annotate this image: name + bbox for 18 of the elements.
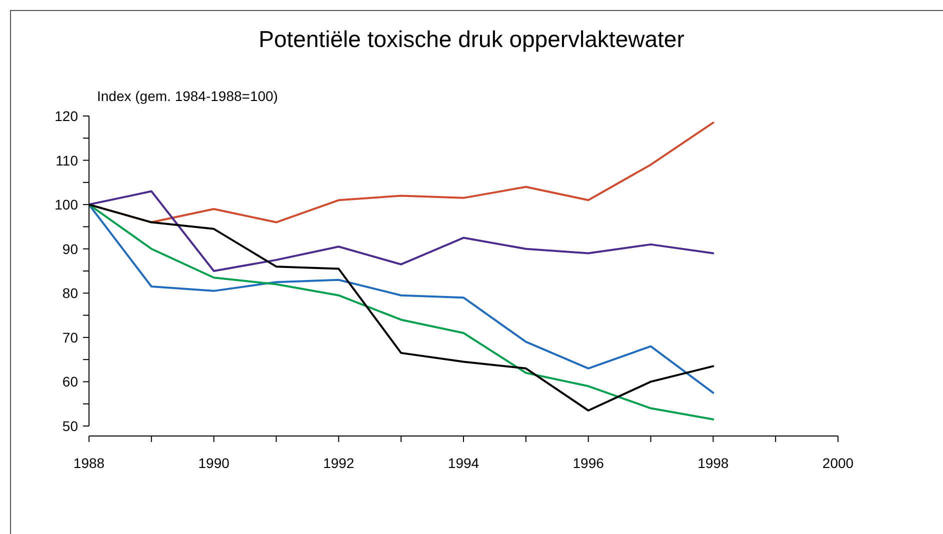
x-tick-label: 1992 [323, 454, 354, 471]
y-tick-label: 50 [62, 418, 78, 434]
y-axis-title: Index (gem. 1984-1988=100) [97, 88, 278, 104]
x-tick-label: 1998 [698, 454, 729, 471]
x-tick-label: 1990 [198, 454, 230, 471]
y-tick-label: 110 [56, 152, 78, 168]
chart-title: Potentiële toxische druk oppervlaktewater [258, 26, 686, 53]
y-tick-label: 80 [62, 285, 78, 302]
line-series [89, 190, 714, 272]
y-tick-label: 90 [62, 240, 78, 257]
y-tick-label: 120 [54, 108, 78, 124]
x-tick-label: 1988 [73, 454, 105, 471]
y-tick-label: 100 [54, 196, 78, 213]
y-tick-label: 70 [62, 329, 78, 346]
x-tick-label: 1994 [448, 454, 480, 471]
x-tick-label: 1996 [572, 454, 604, 471]
y-tick-label: 60 [62, 374, 78, 390]
x-tick-label: 2000 [822, 454, 854, 471]
